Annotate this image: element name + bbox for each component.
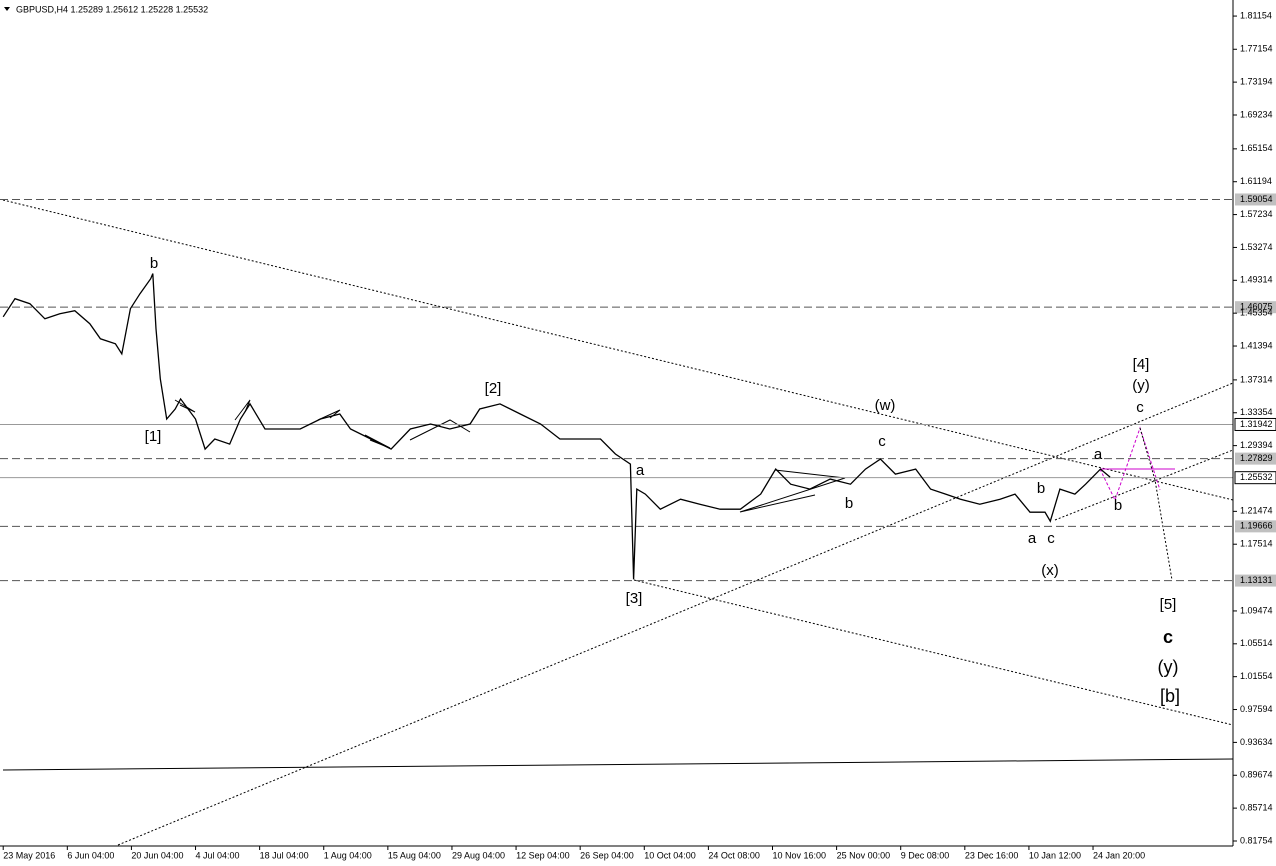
y-tick-label: 1.37314	[1240, 374, 1273, 384]
y-tick-label: 1.49314	[1240, 275, 1273, 285]
triangle	[739, 469, 846, 513]
wave-label: (x)	[1041, 562, 1059, 579]
y-tick-label: 1.81154	[1240, 10, 1272, 20]
wave-label: a	[636, 462, 645, 479]
y-tick-label: 1.17514	[1240, 539, 1273, 549]
wave-label: [2]	[485, 380, 502, 397]
x-tick-label: 24 Oct 08:00	[708, 850, 760, 860]
x-tick-label: 26 Sep 04:00	[580, 850, 634, 860]
levels: 1.59054 1.46075 1.31942 1.27829 1.25532 1.196…	[0, 193, 1276, 587]
level-label: 1.59054	[1240, 194, 1273, 204]
y-tick-label: 1.61194	[1240, 176, 1272, 186]
x-tick-label: 23 Dec 16:00	[965, 850, 1019, 860]
y-tick-label: 1.65154	[1240, 143, 1273, 153]
level-label-box	[1235, 193, 1276, 206]
x-tick-label: 1 Aug 04:00	[324, 850, 372, 860]
level-label: 1.19666	[1240, 521, 1273, 531]
y-tick-label: 0.89674	[1240, 770, 1273, 780]
trend-line	[2, 199, 1234, 501]
wave-label: [5]	[1160, 596, 1177, 613]
y-tick-label: 1.69234	[1240, 109, 1273, 119]
wave-label: (w)	[875, 397, 896, 414]
triangle	[409, 419, 471, 441]
level-label: 1.31942	[1240, 419, 1273, 429]
trend-line	[633, 579, 1234, 726]
wave-label: [3]	[626, 590, 643, 607]
x-tick-label: 10 Oct 04:00	[644, 850, 696, 860]
level-label-box	[1235, 574, 1276, 587]
wave-label: b	[845, 495, 853, 512]
x-tick-label: 29 Aug 04:00	[452, 850, 505, 860]
annotations: b [1] [2] a [3] c (w) b b a c (x) a b c …	[145, 255, 1180, 706]
trend-line	[117, 382, 1234, 846]
y-tick-label: 1.05514	[1240, 638, 1273, 648]
level-label: 1.25532	[1240, 472, 1273, 482]
y-tick-label: 1.45354	[1240, 308, 1273, 318]
level-label-box	[1234, 471, 1276, 485]
price	[2, 273, 1111, 580]
y-tick-label: 1.01554	[1240, 671, 1273, 681]
y-tick-label: 1.33354	[1240, 407, 1273, 417]
menu-icon[interactable]	[4, 7, 10, 11]
y-tick-label: 1.29394	[1240, 440, 1273, 450]
wave-label: b	[150, 255, 158, 272]
wave-label: a	[1028, 530, 1037, 547]
level-label-box	[1234, 417, 1276, 431]
x-tick-label: 24 Jan 20:00	[1093, 850, 1145, 860]
x-tick-label: 4 Jul 04:00	[196, 850, 240, 860]
y-tick-label: 1.73194	[1240, 77, 1273, 87]
y-tick-label: 0.93634	[1240, 737, 1273, 747]
x-tick-label: 23 May 2016	[3, 850, 55, 860]
triangle	[174, 399, 196, 413]
wave-label: c	[1136, 399, 1144, 416]
wave-label: c	[1163, 627, 1173, 647]
x-tick-label: 18 Jul 04:00	[260, 850, 309, 860]
wave-label: b	[1114, 497, 1122, 514]
x-tick-label: 9 Dec 08:00	[901, 850, 950, 860]
wave-label: b	[1037, 480, 1045, 497]
y-tick-label: 1.53274	[1240, 242, 1273, 252]
x-tick-label: 12 Sep 04:00	[516, 850, 570, 860]
y-tick-label: 1.21474	[1240, 506, 1273, 516]
y-tick-label: 1.41394	[1240, 340, 1273, 350]
level-label-box	[1235, 301, 1276, 314]
wave-label: (y)	[1158, 657, 1179, 677]
level-label-box	[1235, 452, 1276, 465]
y-tick-label: 1.57234	[1240, 209, 1273, 219]
level-label: 1.13131	[1240, 575, 1273, 585]
wave-label: c	[1047, 530, 1055, 547]
drawings	[2, 199, 1234, 846]
wave-label: c	[878, 433, 886, 450]
x-tick-label: 25 Nov 00:00	[837, 850, 891, 860]
x-tick-label: 15 Aug 04:00	[388, 850, 441, 860]
axes: 1.81154 1.77154 1.73194 1.69234 1.65154 1.611…	[2, 10, 1273, 860]
level-label-box	[1235, 520, 1276, 533]
level-label: 1.27829	[1240, 453, 1273, 463]
wave-label: (y)	[1132, 377, 1150, 394]
wave-label: [1]	[145, 428, 162, 445]
x-tick-label: 20 Jun 04:00	[131, 850, 183, 860]
x-tick-label: 10 Jan 12:00	[1029, 850, 1081, 860]
chart-title: GBPUSD,H4 1.25289 1.25612 1.25228 1.2553…	[16, 4, 208, 14]
x-tick-label: 6 Jun 04:00	[67, 850, 114, 860]
price-line	[2, 273, 1111, 580]
trend-line	[2, 758, 1234, 771]
x-tick-label: 10 Nov 16:00	[772, 850, 826, 860]
wave-label: a	[1094, 446, 1103, 463]
projection	[1139, 427, 1173, 581]
projection	[1099, 426, 1161, 502]
y-tick-label: 1.09474	[1240, 605, 1273, 615]
y-tick-label: 1.77154	[1240, 44, 1273, 54]
wave-label: [b]	[1160, 686, 1180, 706]
y-tick-label: 0.85714	[1240, 802, 1273, 812]
y-tick-label: 0.81754	[1240, 835, 1273, 845]
y-tick-label: 0.97594	[1240, 704, 1273, 714]
wave-label: [4]	[1133, 356, 1150, 373]
level-label: 1.46075	[1240, 302, 1273, 312]
